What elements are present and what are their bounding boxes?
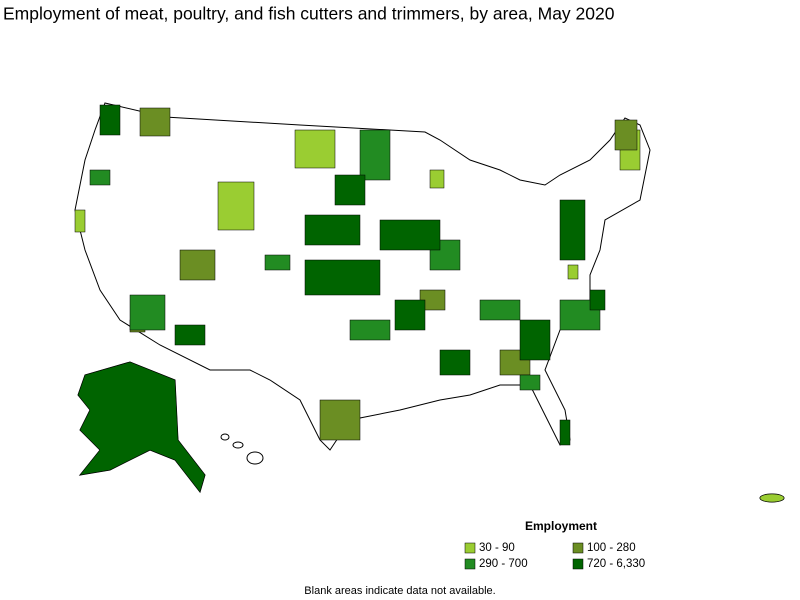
area [304, 214, 361, 246]
area [759, 493, 785, 503]
area [294, 129, 336, 169]
legend-swatch [464, 542, 476, 554]
area [349, 319, 391, 341]
area [519, 319, 551, 361]
legend-title: Employment [525, 519, 597, 533]
area [174, 324, 206, 346]
area [89, 169, 111, 186]
area [319, 399, 361, 441]
area [264, 254, 291, 271]
area [129, 294, 166, 331]
area [559, 419, 571, 446]
area [179, 249, 216, 281]
legend-swatch [572, 542, 584, 554]
area [429, 169, 445, 189]
legend-label: 720 - 6,330 [587, 558, 645, 570]
area [567, 264, 579, 280]
area [359, 129, 391, 181]
area [217, 181, 255, 231]
hawaii [246, 451, 264, 465]
legend-label: 290 - 700 [479, 558, 528, 570]
area [439, 349, 471, 376]
hawaii [220, 433, 230, 441]
area [519, 374, 541, 391]
legend-label: 100 - 280 [587, 542, 636, 554]
footnote: Blank areas indicate data not available. [304, 585, 495, 597]
area [479, 299, 521, 321]
legend-label: 30 - 90 [479, 542, 515, 554]
area [304, 259, 381, 296]
area [589, 289, 606, 311]
legend: 30 - 90 290 - 700 100 - 280 720 - 6,330 [464, 542, 645, 570]
legend-swatch [464, 558, 476, 570]
hawaii [232, 441, 244, 449]
legend-swatch [572, 558, 584, 570]
area [334, 174, 366, 206]
areas [74, 104, 785, 503]
area [559, 199, 586, 261]
area [394, 299, 426, 331]
map-title: Employment of meat, poultry, and fish cu… [3, 4, 615, 24]
area [614, 119, 638, 151]
area [379, 219, 441, 251]
area [74, 209, 86, 233]
area [139, 107, 171, 137]
area [99, 104, 121, 136]
area [77, 361, 206, 493]
